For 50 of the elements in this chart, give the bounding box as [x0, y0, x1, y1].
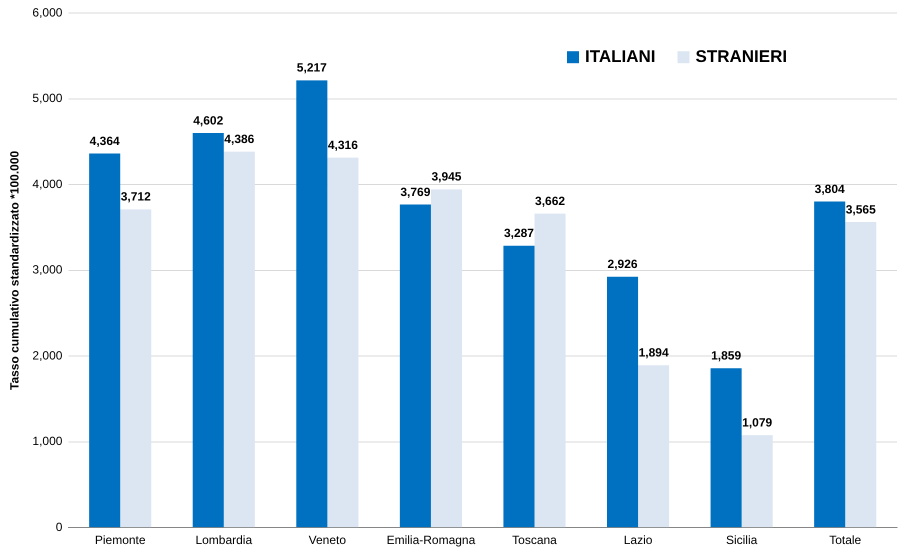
bar [503, 246, 534, 528]
data-label: 3,804 [814, 182, 846, 196]
bar [638, 365, 670, 528]
data-label: 3,769 [400, 184, 431, 199]
data-label: 3,662 [535, 194, 566, 208]
bar [89, 153, 120, 528]
bar [742, 435, 773, 528]
legend-label: STRANIERI [696, 46, 788, 66]
x-tick-label: Lombardia [195, 533, 252, 548]
data-label: 4,316 [328, 138, 358, 152]
y-tick-label: 6,000 [32, 6, 63, 20]
data-label: 3,712 [120, 190, 152, 204]
bar [400, 204, 431, 528]
data-label: 1,079 [742, 415, 773, 430]
x-tick-label: Veneto [308, 533, 346, 548]
y-tick-label: 5,000 [32, 91, 63, 106]
data-label: 3,287 [504, 226, 534, 240]
bar [534, 214, 566, 528]
y-tick-label: 3,000 [32, 262, 63, 277]
y-tick-label: 2,000 [32, 348, 63, 362]
x-tick-label: Totale [829, 533, 862, 548]
bar [814, 201, 846, 528]
bar [224, 152, 255, 528]
data-label: 1,859 [711, 348, 742, 363]
bar [296, 80, 328, 528]
x-tick-label: Sicilia [726, 533, 758, 548]
data-label: 2,926 [608, 257, 638, 272]
x-tick-label: Lazio [624, 533, 653, 548]
data-label: 4,602 [193, 113, 224, 128]
bar [607, 276, 638, 528]
y-axis-title: Tasso cumulativo standardizzato *100.000 [8, 150, 22, 390]
bar [430, 189, 462, 528]
bar [845, 222, 876, 528]
data-label: 4,364 [90, 134, 120, 148]
data-label: 4,386 [224, 132, 255, 146]
bar [710, 368, 742, 528]
data-label: 1,894 [638, 346, 669, 360]
x-tick-label: Emilia-Romagna [386, 533, 476, 548]
data-label: 5,217 [296, 60, 328, 75]
data-label: 3,565 [846, 202, 876, 216]
x-tick-label: Toscana [512, 533, 558, 548]
bar [120, 209, 152, 528]
data-label: 3,945 [431, 170, 462, 184]
x-tick-label: Piemonte [94, 533, 146, 548]
legend-label: ITALIANI [585, 46, 656, 66]
y-tick-label: 1,000 [32, 434, 63, 448]
bar [192, 133, 224, 528]
bar [327, 158, 358, 528]
y-tick-label: 4,000 [32, 176, 63, 191]
y-tick-label: 0 [56, 520, 63, 534]
